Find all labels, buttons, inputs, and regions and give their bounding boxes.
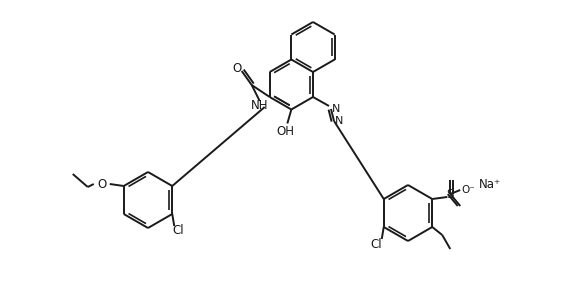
Text: O: O — [232, 62, 242, 74]
Text: NH: NH — [251, 99, 268, 111]
Text: O: O — [97, 177, 106, 191]
Text: Cl: Cl — [172, 225, 184, 237]
Text: OH: OH — [276, 125, 294, 138]
Text: N: N — [332, 104, 340, 114]
Text: N: N — [335, 116, 343, 126]
Text: Cl: Cl — [370, 238, 381, 252]
Text: O⁻: O⁻ — [461, 185, 475, 195]
Text: Na⁺: Na⁺ — [479, 177, 501, 191]
Text: S: S — [447, 188, 454, 200]
